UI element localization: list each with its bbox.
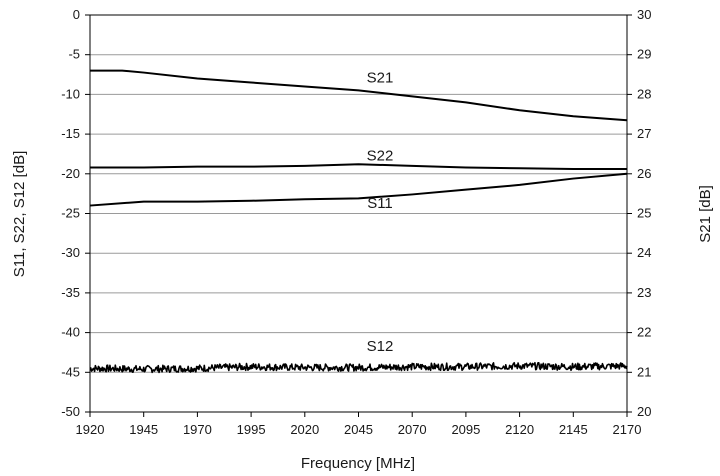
x-tick-label: 2070 [398, 422, 427, 437]
right-y-tick-label: 20 [637, 404, 651, 419]
left-y-tick-label: 0 [73, 7, 80, 22]
x-tick-label: 1995 [237, 422, 266, 437]
left-y-tick-label: -45 [61, 364, 80, 379]
right-y-axis-title: S21 [dB] [697, 185, 714, 243]
right-y-tick-label: 29 [637, 47, 651, 62]
series-line-s11 [89, 172, 628, 207]
grid-layer [90, 54, 627, 373]
x-tick-label: 2095 [451, 422, 480, 437]
left-y-tick-label: -15 [61, 126, 80, 141]
left-y-tick-label: -50 [61, 404, 80, 419]
label-layer: S21 S22 S11 S12 [367, 69, 394, 354]
series-label-s21: S21 [367, 69, 394, 86]
right-y-tick-label: 27 [637, 126, 651, 141]
x-tick-label: 2020 [290, 422, 319, 437]
x-tick-label: 2145 [559, 422, 588, 437]
left-y-axis-title: S11, S22, S12 [dB] [11, 151, 28, 277]
x-tick-label: 1920 [76, 422, 105, 437]
left-y-tick-label: -30 [61, 245, 80, 260]
left-y-tick-label: -20 [61, 166, 80, 181]
x-tick-label: 1970 [183, 422, 212, 437]
right-y-tick-label: 23 [637, 285, 651, 300]
right-y-tick-label: 25 [637, 206, 651, 221]
series-line-s21 [90, 69, 628, 122]
left-y-tick-label: -25 [61, 206, 80, 221]
right-y-tick-label: 24 [637, 245, 651, 260]
left-y-tick-label: -5 [68, 47, 80, 62]
series-layer [89, 69, 628, 374]
right-y-tick-label: 22 [637, 325, 651, 340]
axis-layer: 0 -5 -10 -15 -20 -25 -30 -35 -40 -45 -50 30 29 28 27 26… [61, 7, 651, 437]
x-tick-label: 1945 [129, 422, 158, 437]
series-line-s22 [90, 163, 627, 171]
x-axis-title: Frequency [MHz] [301, 455, 415, 472]
series-label-s22: S22 [367, 147, 394, 164]
x-tick-label: 2170 [613, 422, 642, 437]
series-line-s12 [89, 361, 628, 374]
series-label-s11: S11 [367, 195, 393, 212]
left-y-tick-label: -40 [61, 325, 80, 340]
right-y-tick-label: 21 [637, 364, 651, 379]
x-tick-label: 2045 [344, 422, 373, 437]
right-y-tick-label: 28 [637, 86, 651, 101]
left-y-tick-label: -10 [61, 86, 80, 101]
left-y-tick-label: -35 [61, 285, 80, 300]
series-label-s12: S12 [367, 338, 394, 355]
right-y-tick-label: 30 [637, 7, 651, 22]
right-y-tick-label: 26 [637, 166, 651, 181]
x-tick-label: 2120 [505, 422, 534, 437]
